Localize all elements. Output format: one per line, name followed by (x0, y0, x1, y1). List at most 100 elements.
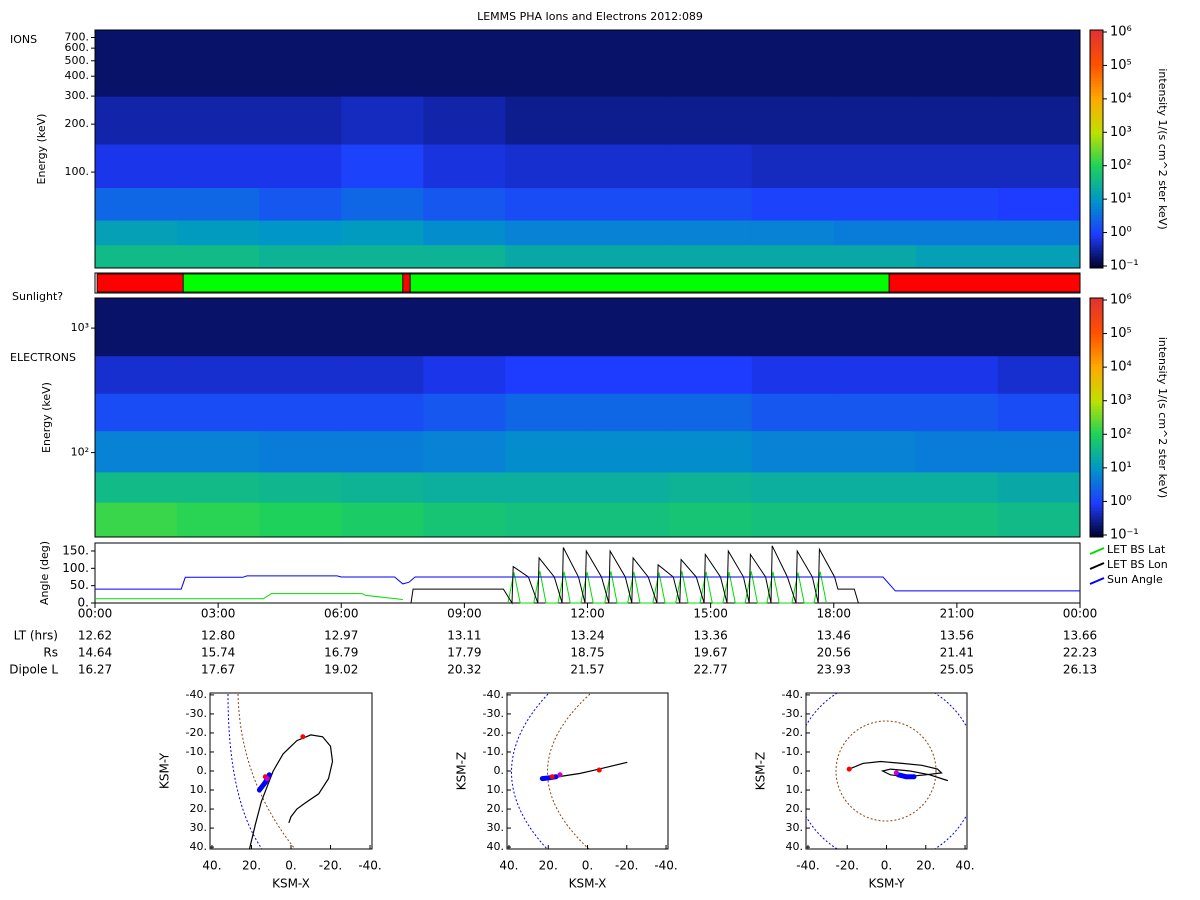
colorbar-swatch (1090, 423, 1103, 427)
legend-swatch (1089, 547, 1105, 555)
heat-cell (259, 393, 342, 432)
x-tick-label: 20. (242, 859, 261, 873)
ephemeris-value: 22.77 (693, 663, 727, 677)
colorbar-swatch (1090, 220, 1103, 224)
heat-cell (259, 298, 342, 357)
colorbar-swatch (1090, 116, 1103, 120)
legend-label: LET BS Lat (1107, 543, 1166, 556)
bow-shock (806, 693, 967, 849)
heat-cell (915, 244, 999, 269)
y-tick-label: 150. (62, 543, 89, 557)
x-tick-label: 20. (916, 859, 935, 873)
orbit-marker (893, 770, 899, 776)
colorbar-swatch (1090, 408, 1103, 413)
colorbar-swatch (1090, 492, 1103, 496)
colorbar-swatch (1090, 315, 1103, 320)
colorbar-swatch (1090, 110, 1103, 114)
heat-cell (95, 96, 178, 145)
heat-cell (587, 471, 671, 503)
heat-cell (259, 96, 342, 145)
colorbar-swatch (1090, 414, 1103, 418)
heat-cell (341, 471, 424, 503)
colorbar-swatch (1090, 146, 1103, 150)
colorbar-swatch (1090, 92, 1103, 96)
x-axis-label: KSM-X (272, 877, 310, 891)
heat-cell (997, 393, 1081, 432)
y-tick-label: 10. (190, 783, 208, 796)
colorbar-swatch (1090, 480, 1103, 484)
colorbar-swatch (1090, 226, 1103, 230)
heat-cell (587, 298, 671, 357)
heat-cell (587, 96, 671, 145)
heat-cell (587, 430, 671, 473)
colorbar-swatch (1090, 229, 1103, 233)
ephemeris-label: Dipole L (9, 663, 58, 677)
y-tick-label: -10. (483, 745, 504, 758)
x-tick-label: 21:00 (940, 607, 975, 621)
ephemeris-value: 16.79 (324, 646, 358, 660)
colorbar-swatch (1090, 327, 1103, 332)
colorbar-swatch (1090, 462, 1103, 466)
y-tick-label: -20. (483, 726, 504, 739)
heat-cell (587, 187, 671, 221)
colorbar-tick-label: 10⁴ (1110, 91, 1132, 106)
heat-cell (177, 502, 260, 538)
y-tick-label: -40. (483, 688, 504, 701)
colorbar-tick-label: 10² (1110, 158, 1132, 173)
orbit-marker (549, 774, 555, 780)
y-tick-label: -40. (186, 688, 207, 701)
colorbar-swatch (1090, 95, 1103, 99)
heat-cell (833, 430, 917, 473)
colorbar-swatch (1090, 447, 1103, 451)
colorbar-tick-label: 10⁶ (1110, 25, 1132, 40)
y-tick-label: 0. (78, 596, 89, 610)
x-tick-label: 09:00 (447, 607, 482, 621)
heat-cell (833, 471, 917, 503)
heat-cell (341, 244, 424, 269)
heat-cell (341, 502, 424, 538)
colorbar-swatch (1090, 528, 1103, 532)
heat-cell (915, 220, 999, 246)
heat-cell (95, 471, 178, 503)
heat-cell (587, 244, 671, 269)
colorbar-swatch (1090, 384, 1103, 389)
ephemeris-value: 15.74 (201, 646, 235, 660)
y-tick-label: 600. (65, 41, 90, 54)
colorbar-swatch (1090, 137, 1103, 141)
plot-frame (94, 297, 1081, 538)
heat-cell (833, 187, 917, 221)
colorbar-swatch (1090, 53, 1103, 58)
ephemeris-value: 13.24 (570, 629, 604, 643)
colorbar-swatch (1090, 303, 1103, 308)
ephemeris-value: 21.57 (570, 663, 604, 677)
colorbar-swatch (1090, 208, 1103, 212)
colorbar-swatch (1090, 250, 1103, 254)
heat-cell (915, 502, 999, 538)
colorbar-swatch (1090, 160, 1103, 165)
y-tick-label: 200. (65, 117, 90, 130)
colorbar-tick-label: 10⁰ (1110, 225, 1132, 240)
heat-cell (587, 144, 671, 189)
heat-cell (259, 430, 342, 473)
sunlight-segment (409, 273, 890, 293)
legend-swatch (1089, 577, 1105, 585)
y-axis-label: Energy (keV) (35, 114, 48, 185)
colorbar-swatch (1090, 98, 1103, 102)
colorbar-tick-label: 10² (1110, 427, 1132, 442)
ephemeris-value: 17.79 (447, 646, 481, 660)
x-tick-label: 18:00 (816, 607, 851, 621)
series-line (95, 575, 1080, 592)
colorbar-swatch (1090, 306, 1103, 311)
heat-cell (751, 244, 835, 269)
legend-label: LET BS Lon (1107, 558, 1168, 571)
y-tick-label: -10. (782, 745, 803, 758)
x-tick-label: 15:00 (693, 607, 728, 621)
colorbar-swatch (1090, 65, 1103, 70)
y-axis-label: KSM-Z (455, 752, 469, 790)
y-tick-label: 100. (65, 165, 90, 178)
heat-cell (997, 430, 1081, 473)
heat-cell (915, 96, 999, 145)
x-tick-label: -20. (836, 859, 859, 873)
heat-cell (95, 355, 178, 394)
